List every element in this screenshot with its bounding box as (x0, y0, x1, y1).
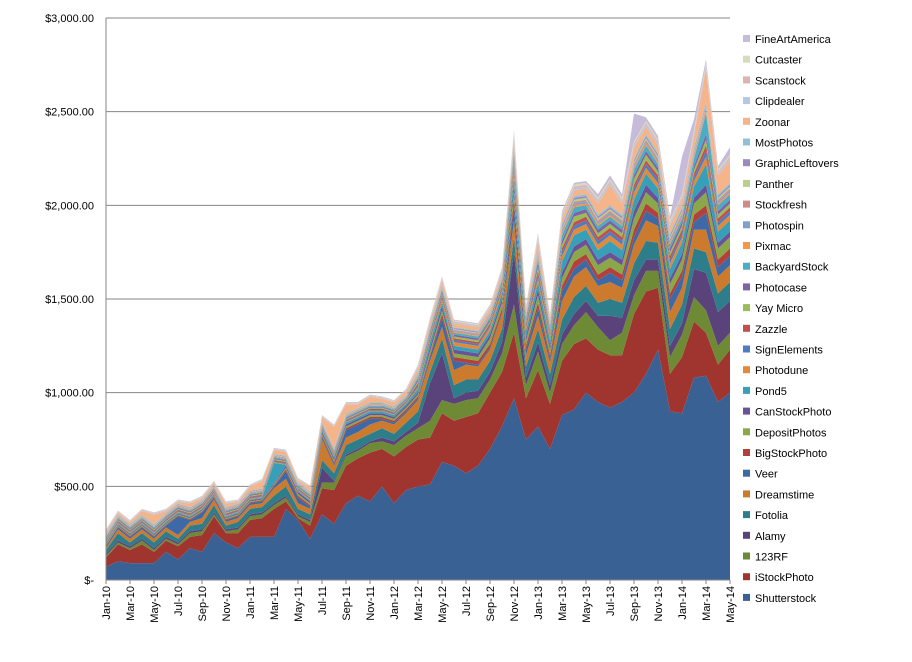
legend-swatch-istockphoto (743, 573, 750, 581)
legend-label-stockfresh: Stockfresh (755, 200, 807, 212)
x-tick-label: May-14 (725, 586, 737, 623)
x-tick-label: Nov-13 (653, 586, 665, 621)
legend-label-canstockphoto: CanStockPhoto (755, 407, 831, 419)
x-tick-label: May-13 (581, 586, 593, 623)
x-tick-label: Sep-10 (197, 586, 209, 621)
legend-label-clipdealer: Clipdealer (755, 96, 805, 108)
legend-label-bigstockphoto: BigStockPhoto (755, 448, 827, 460)
x-tick-label: Jul-13 (605, 586, 617, 616)
legend-swatch-dreamstime (743, 490, 750, 498)
legend-label-scanstock: Scanstock (755, 75, 806, 87)
x-tick-label: Sep-12 (485, 586, 497, 621)
legend-label-pixmac: Pixmac (755, 241, 792, 253)
x-tick-label: May-12 (437, 586, 449, 623)
x-tick-label: Nov-12 (509, 586, 521, 621)
y-tick-label: $2,000.00 (45, 200, 94, 212)
y-tick-label: $3,000.00 (45, 13, 94, 25)
y-tick-label: $1,000.00 (45, 388, 94, 400)
x-tick-label: Nov-11 (365, 586, 377, 621)
legend-swatch-zazzle (743, 324, 750, 332)
legend: FineArtAmerica Cutcaster Scanstock Clipdeal… (743, 34, 839, 605)
legend-label-shutterstock: Shutterstock (755, 593, 817, 605)
legend-label-graphicleftovers: GraphicLeftovers (755, 158, 839, 170)
legend-swatch-backyardstock (743, 262, 750, 270)
legend-label-istockphoto: iStockPhoto (755, 572, 814, 584)
y-tick-label: $- (84, 575, 94, 587)
legend-swatch-bigstockphoto (743, 449, 750, 456)
legend-label-zazzle: Zazzle (755, 324, 787, 336)
legend-swatch-canstockphoto (743, 407, 750, 415)
legend-swatch-photodune (743, 366, 750, 374)
x-tick-label: Mar-14 (701, 586, 713, 621)
legend-label-fineartamerica: FineArtAmerica (755, 34, 832, 46)
legend-swatch-clipdealer (743, 97, 750, 105)
legend-label-mostphotos: MostPhotos (755, 138, 814, 150)
legend-swatch-depositphotos (743, 428, 750, 436)
x-tick-label: Jan-13 (533, 586, 545, 620)
legend-swatch-zoonar (743, 117, 750, 125)
area-series-group (106, 59, 730, 580)
x-tick-label: Mar-10 (125, 586, 137, 621)
y-tick-label: $2,500.00 (45, 107, 94, 119)
legend-label-veer: Veer (755, 469, 778, 481)
legend-label-123rf: 123RF (755, 552, 788, 564)
area-123rf (106, 270, 730, 558)
y-axis-ticks: $- $500.00 $1,000.00 $1,500.00 $2,000.00 $2,5… (45, 13, 94, 587)
x-tick-label: Jul-11 (317, 586, 329, 615)
legend-label-signelements: SignElements (755, 345, 823, 357)
legend-label-pond5: Pond5 (755, 386, 787, 398)
legend-swatch-yay-micro (743, 304, 750, 312)
legend-swatch-123rf (743, 552, 750, 560)
legend-swatch-mostphotos (743, 138, 750, 146)
legend-swatch-veer (743, 469, 750, 477)
x-tick-label: Nov-10 (221, 586, 233, 621)
legend-label-depositphotos: DepositPhotos (755, 427, 827, 439)
legend-swatch-photospin (743, 221, 750, 229)
legend-swatch-panther (743, 179, 750, 187)
x-tick-label: Jan-14 (677, 586, 689, 620)
x-tick-label: Jul-10 (173, 586, 185, 616)
legend-label-photospin: Photospin (755, 220, 804, 232)
x-tick-label: Jan-12 (389, 586, 401, 620)
x-tick-label: Sep-11 (341, 586, 353, 621)
legend-swatch-stockfresh (743, 200, 750, 208)
y-tick-label: $500.00 (54, 481, 94, 493)
legend-label-photodune: Photodune (755, 365, 808, 377)
x-tick-label: Jul-12 (461, 586, 473, 616)
legend-swatch-scanstock (743, 76, 750, 84)
legend-swatch-shutterstock (743, 593, 750, 601)
legend-label-backyardstock: BackyardStock (755, 262, 829, 274)
x-tick-label: May-11 (293, 586, 305, 622)
legend-swatch-fineartamerica (743, 35, 750, 42)
x-axis-ticks: Jan-10 Mar-10 May-10 Jul-10 Sep-10 Nov-10 Jan-… (101, 580, 737, 623)
legend-swatch-alamy (743, 531, 750, 539)
legend-label-fotolia: Fotolia (755, 510, 789, 522)
legend-swatch-signelements (743, 345, 750, 353)
x-tick-label: Jan-10 (101, 586, 113, 620)
legend-label-zoonar: Zoonar (755, 117, 790, 129)
legend-swatch-photocase (743, 283, 750, 291)
y-tick-label: $1,500.00 (45, 294, 94, 306)
x-tick-label: Mar-13 (557, 586, 569, 621)
legend-label-cutcaster: Cutcaster (755, 55, 802, 67)
legend-label-photocase: Photocase (755, 282, 807, 294)
x-tick-label: Jan-11 (245, 586, 257, 619)
x-tick-label: Mar-12 (413, 586, 425, 621)
legend-swatch-pixmac (743, 242, 750, 249)
legend-swatch-pond5 (743, 386, 750, 394)
legend-swatch-fotolia (743, 511, 750, 519)
legend-swatch-cutcaster (743, 55, 750, 63)
x-tick-label: May-10 (149, 586, 161, 623)
legend-label-panther: Panther (755, 179, 794, 191)
x-tick-label: Mar-11 (269, 586, 281, 620)
legend-label-alamy: Alamy (755, 531, 786, 543)
x-tick-label: Sep-13 (629, 586, 641, 621)
legend-label-yay-micro: Yay Micro (755, 303, 803, 315)
area-istockphoto (106, 287, 730, 567)
area-shutterstock (106, 349, 730, 580)
legend-label-dreamstime: Dreamstime (755, 489, 814, 501)
legend-swatch-graphicleftovers (743, 159, 750, 167)
